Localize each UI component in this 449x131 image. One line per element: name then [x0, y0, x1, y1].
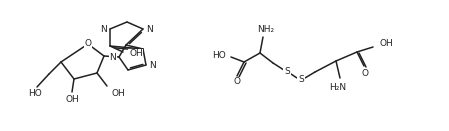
Text: O: O: [233, 78, 241, 86]
Text: NH₂: NH₂: [257, 26, 274, 34]
Text: HO: HO: [28, 89, 42, 99]
Text: N: N: [149, 61, 156, 70]
Text: N: N: [100, 24, 107, 34]
Text: OH: OH: [65, 94, 79, 103]
Text: OH: OH: [129, 50, 143, 59]
Text: S: S: [298, 75, 304, 84]
Text: HO: HO: [212, 50, 226, 59]
Text: OH: OH: [111, 89, 125, 97]
Text: O: O: [361, 69, 369, 78]
Text: N: N: [146, 24, 153, 34]
Text: S: S: [284, 67, 290, 77]
Text: N: N: [109, 53, 116, 61]
Text: OH: OH: [380, 40, 394, 48]
Text: O: O: [84, 39, 92, 48]
Text: H₂N: H₂N: [330, 83, 347, 91]
